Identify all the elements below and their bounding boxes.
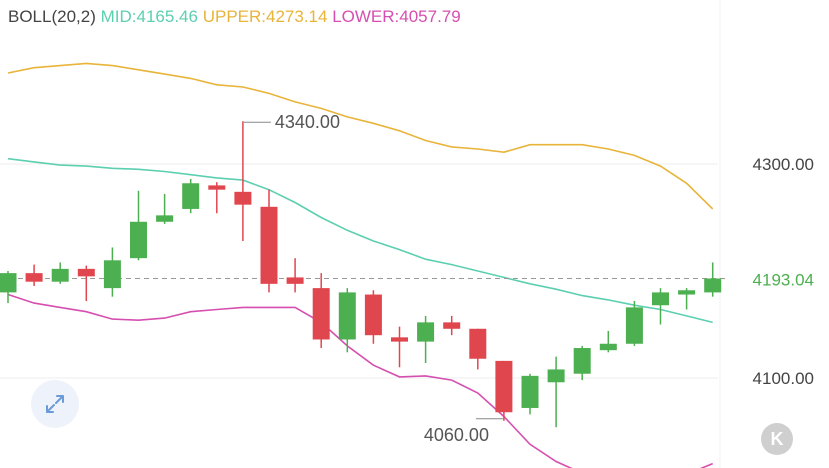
candle-body: [338, 292, 356, 340]
candle-body: [182, 183, 200, 209]
low-annotation-label: 4060.00: [424, 425, 489, 445]
candle-body: [704, 278, 722, 293]
candle-body: [286, 277, 304, 284]
candle-body: [156, 215, 174, 222]
candle-body: [77, 268, 95, 277]
candle-body: [599, 343, 617, 351]
high-annotation-label: 4340.00: [275, 112, 340, 132]
candle-body: [495, 360, 513, 413]
expand-button[interactable]: [31, 380, 79, 428]
boll-name-label: BOLL(20,2): [8, 7, 96, 26]
boll-lower-label: LOWER:4057.79: [332, 7, 461, 26]
candle-body: [547, 369, 565, 383]
y-tick-label: 4300.00: [753, 155, 814, 174]
candle-body: [573, 348, 591, 374]
candle-body: [234, 191, 252, 205]
expand-arrows-icon: [46, 395, 64, 413]
candle-body: [678, 290, 696, 295]
candle-body: [652, 292, 669, 306]
candle-body: [260, 206, 278, 284]
candle-body: [443, 322, 461, 329]
candle-body: [130, 221, 147, 259]
current-price-label: 4193.04: [753, 270, 814, 289]
candle-body: [103, 260, 121, 289]
k-line-button[interactable]: K: [761, 423, 793, 455]
candle-body: [469, 328, 487, 359]
candle-body: [312, 288, 330, 340]
candle-body: [51, 268, 69, 282]
k-label: K: [770, 428, 784, 449]
candle-body: [25, 273, 43, 282]
candle-body: [0, 273, 17, 293]
boll-lower-line: [7, 293, 714, 468]
candle-body: [625, 307, 643, 344]
y-tick-label: 4100.00: [753, 369, 814, 388]
candle-body: [364, 294, 382, 336]
boll-mid-line: [7, 157, 713, 324]
boll-upper-label: UPPER:4273.14: [202, 7, 328, 26]
boll-mid-label: MID:4165.46: [100, 7, 198, 26]
candle-body: [208, 185, 226, 190]
candle-body: [417, 322, 435, 342]
current-price-badge: [728, 263, 829, 294]
boll-legend: BOLL(20,2) MID:4165.46 UPPER:4273.14 LOW…: [8, 7, 461, 27]
candle-body: [391, 337, 408, 342]
boll-upper-line: [7, 62, 714, 210]
candle-body: [521, 375, 539, 408]
